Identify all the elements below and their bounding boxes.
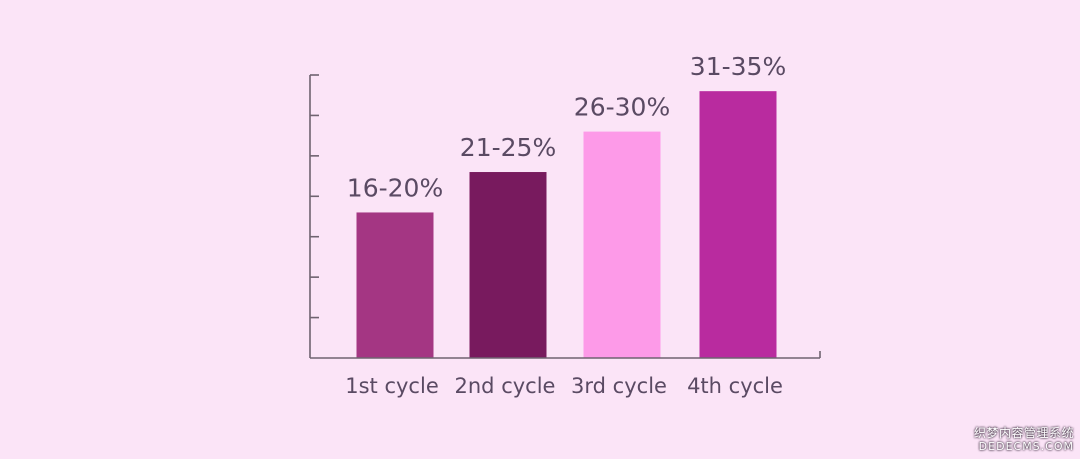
- bar-2: [469, 172, 547, 358]
- x-tick-label-4: 4th cycle: [687, 374, 783, 398]
- x-tick-label-3: 3rd cycle: [571, 374, 667, 398]
- data-label-4: 31-35%: [690, 52, 786, 81]
- bar-3: [583, 131, 661, 358]
- bar-1: [356, 212, 434, 358]
- data-label-1: 16-20%: [347, 173, 443, 202]
- x-tick-label-1: 1st cycle: [345, 374, 439, 398]
- data-label-2: 21-25%: [460, 133, 556, 162]
- watermark-line-2: DEDECMS.COM: [978, 440, 1074, 453]
- watermark-line-1: 织梦内容管理系统: [973, 426, 1074, 440]
- x-tick-label-2: 2nd cycle: [455, 374, 556, 398]
- bar-4: [699, 91, 777, 359]
- data-label-3: 26-30%: [574, 93, 670, 122]
- watermark: 织梦内容管理系统 DEDECMS.COM: [974, 426, 1074, 453]
